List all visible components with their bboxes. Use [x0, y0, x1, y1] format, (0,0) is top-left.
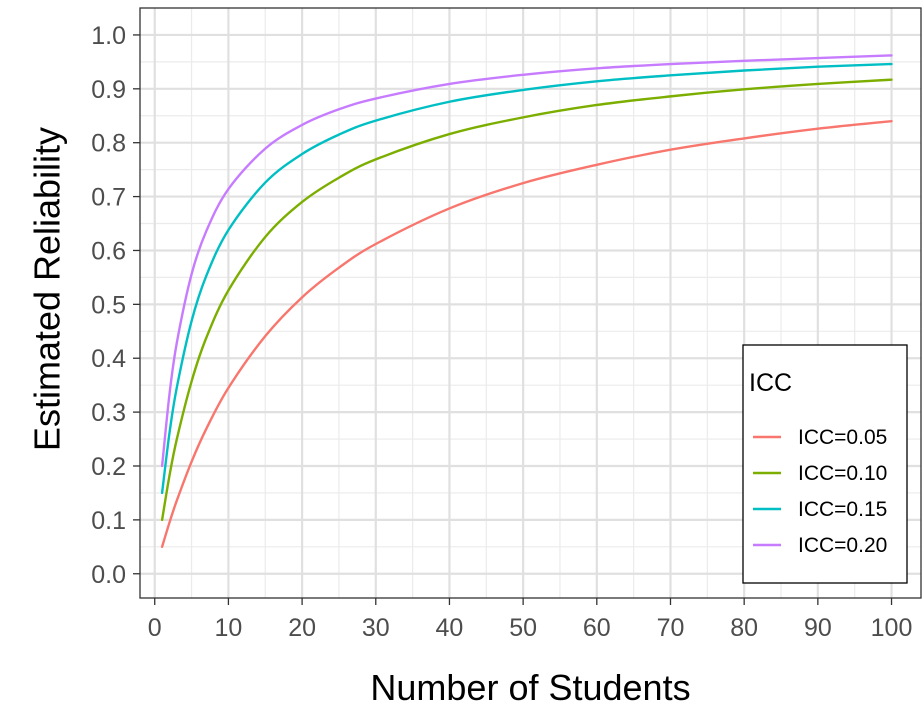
y-tick-label: 0.6 — [91, 237, 126, 265]
x-tick-label: 90 — [804, 614, 832, 642]
y-tick-label: 0.1 — [91, 507, 126, 535]
x-axis-title: Number of Students — [370, 667, 690, 708]
y-tick-label: 0.0 — [91, 561, 126, 589]
legend-label-4: ICC=0.20 — [798, 534, 887, 557]
legend-box — [742, 344, 908, 584]
series-line-1 — [160, 119, 893, 549]
legend: ICC ICC=0.05 ICC=0.10 ICC=0.15 ICC=0.20 — [742, 344, 908, 584]
plot-frame — [139, 7, 922, 599]
x-tick-label: 50 — [509, 614, 537, 642]
y-tick-label: 0.8 — [91, 130, 126, 158]
y-tick-label: 0.4 — [91, 345, 126, 373]
series-line-2 — [160, 78, 893, 522]
x-tick-label: 60 — [583, 614, 611, 642]
series-lines — [160, 54, 893, 549]
legend-title: ICC — [749, 369, 792, 397]
legend-label-1: ICC=0.05 — [798, 426, 887, 449]
x-tick-label: 40 — [436, 614, 464, 642]
x-tick-labels: 0 10 20 30 40 50 60 70 80 90 100 — [148, 614, 913, 642]
y-tick-labels: 0.0 0.1 0.2 0.3 0.4 0.5 0.6 0.7 0.8 0.9 1.0 — [91, 22, 126, 589]
series-line-3 — [160, 62, 893, 495]
series-line-4 — [160, 54, 893, 468]
legend-label-3: ICC=0.15 — [798, 498, 887, 521]
axis-ticks — [133, 34, 893, 605]
y-tick-label: 0.5 — [91, 291, 126, 319]
x-tick-label: 70 — [657, 614, 685, 642]
y-tick-label: 0.3 — [91, 399, 126, 427]
x-tick-label: 80 — [730, 614, 758, 642]
x-tick-label: 0 — [148, 614, 162, 642]
y-tick-label: 0.9 — [91, 76, 126, 104]
legend-items: ICC=0.05 ICC=0.10 ICC=0.15 ICC=0.20 — [753, 426, 887, 557]
x-tick-label: 30 — [362, 614, 390, 642]
y-tick-label: 1.0 — [91, 22, 126, 50]
y-axis-title: Estimated Reliability — [27, 127, 68, 451]
y-tick-label: 0.2 — [91, 453, 126, 481]
x-tick-label: 20 — [288, 614, 316, 642]
y-tick-label: 0.7 — [91, 184, 126, 212]
legend-label-2: ICC=0.10 — [798, 462, 887, 485]
x-tick-label: 10 — [215, 614, 243, 642]
x-tick-label: 100 — [871, 614, 913, 642]
